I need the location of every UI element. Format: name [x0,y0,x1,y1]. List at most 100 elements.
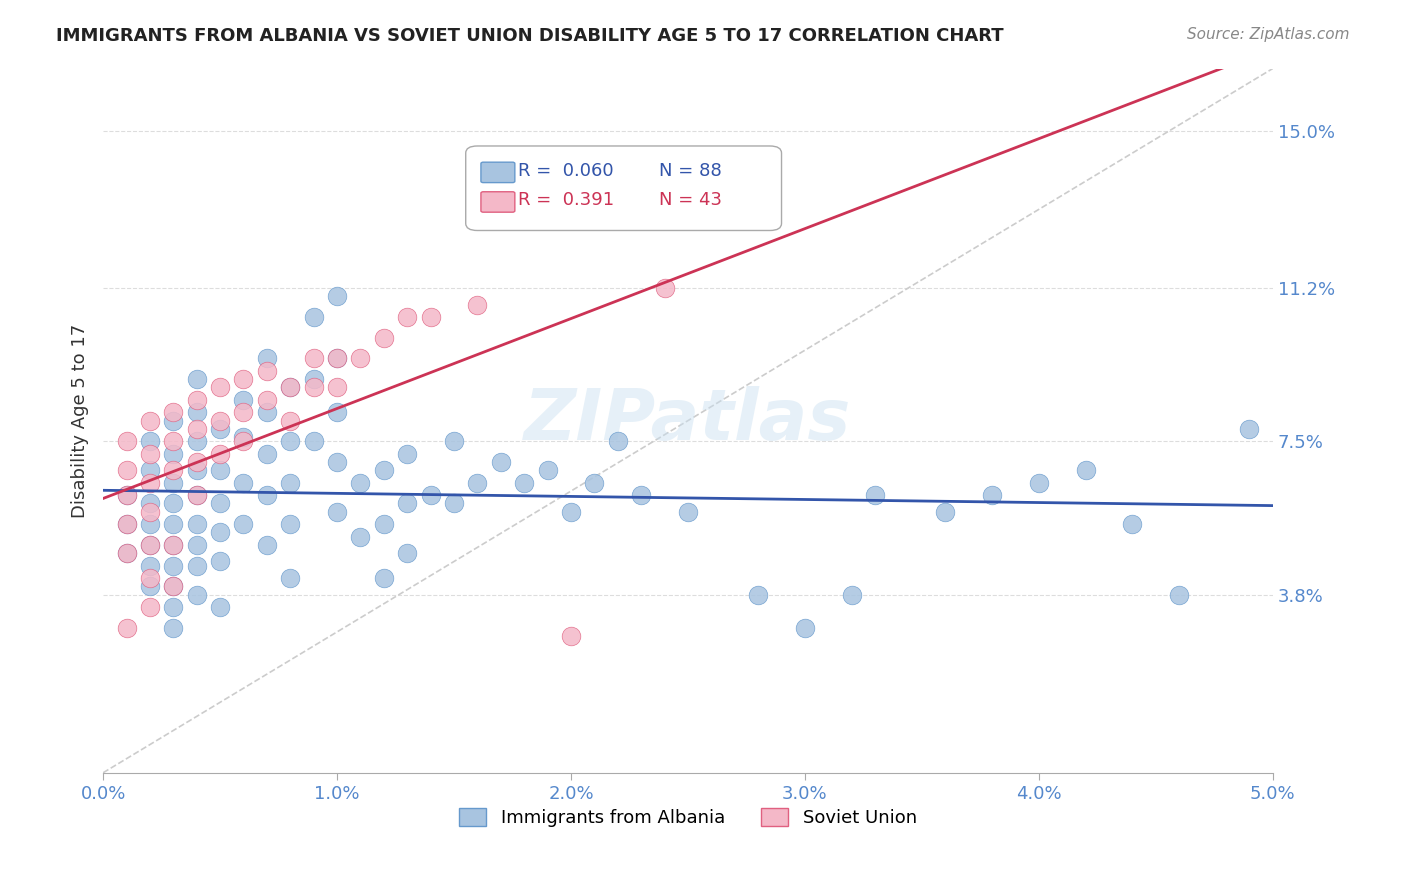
Immigrants from Albania [162,600,184,615]
Soviet Union [232,405,254,419]
Text: ZIPatlas: ZIPatlas [524,386,852,455]
Immigrants from Albania [209,496,232,510]
Immigrants from Albania [186,517,208,532]
Immigrants from Albania [349,530,371,544]
Text: R =  0.391: R = 0.391 [519,191,614,209]
Text: IMMIGRANTS FROM ALBANIA VS SOVIET UNION DISABILITY AGE 5 TO 17 CORRELATION CHART: IMMIGRANTS FROM ALBANIA VS SOVIET UNION … [56,27,1004,45]
Immigrants from Albania [606,434,628,449]
Text: Source: ZipAtlas.com: Source: ZipAtlas.com [1187,27,1350,42]
Immigrants from Albania [186,434,208,449]
Immigrants from Albania [841,588,863,602]
Soviet Union [186,488,208,502]
Immigrants from Albania [162,475,184,490]
Immigrants from Albania [396,447,419,461]
Soviet Union [373,331,395,345]
Soviet Union [302,351,325,366]
Immigrants from Albania [186,588,208,602]
Immigrants from Albania [1239,422,1261,436]
Soviet Union [162,434,184,449]
Soviet Union [278,414,301,428]
Immigrants from Albania [256,447,278,461]
Immigrants from Albania [536,463,558,477]
Immigrants from Albania [513,475,536,490]
Soviet Union [139,447,162,461]
Immigrants from Albania [186,405,208,419]
Immigrants from Albania [139,558,162,573]
Immigrants from Albania [232,475,254,490]
Soviet Union [209,447,232,461]
Soviet Union [162,463,184,477]
Immigrants from Albania [981,488,1004,502]
Immigrants from Albania [139,496,162,510]
Immigrants from Albania [256,405,278,419]
Soviet Union [560,629,582,643]
Soviet Union [326,351,349,366]
Immigrants from Albania [139,538,162,552]
Immigrants from Albania [162,579,184,593]
Immigrants from Albania [630,488,652,502]
Immigrants from Albania [278,380,301,394]
Immigrants from Albania [489,455,512,469]
Immigrants from Albania [349,475,371,490]
Immigrants from Albania [373,571,395,585]
Soviet Union [162,579,184,593]
Immigrants from Albania [162,447,184,461]
Soviet Union [186,422,208,436]
Soviet Union [419,310,441,324]
Text: N = 88: N = 88 [658,162,721,180]
Immigrants from Albania [232,430,254,444]
Immigrants from Albania [162,414,184,428]
Immigrants from Albania [139,463,162,477]
Immigrants from Albania [373,463,395,477]
Soviet Union [256,364,278,378]
Soviet Union [209,414,232,428]
Text: N = 43: N = 43 [658,191,721,209]
Immigrants from Albania [139,579,162,593]
Immigrants from Albania [396,546,419,560]
Soviet Union [256,392,278,407]
Immigrants from Albania [209,463,232,477]
Soviet Union [302,380,325,394]
Immigrants from Albania [209,600,232,615]
Immigrants from Albania [560,505,582,519]
Soviet Union [115,434,138,449]
Immigrants from Albania [162,538,184,552]
Soviet Union [278,380,301,394]
Immigrants from Albania [326,405,349,419]
Immigrants from Albania [302,372,325,386]
Soviet Union [139,600,162,615]
Immigrants from Albania [139,434,162,449]
Soviet Union [209,380,232,394]
Immigrants from Albania [443,434,465,449]
Immigrants from Albania [1168,588,1191,602]
Immigrants from Albania [209,422,232,436]
Immigrants from Albania [209,525,232,540]
Immigrants from Albania [186,558,208,573]
Soviet Union [115,463,138,477]
Soviet Union [186,455,208,469]
Immigrants from Albania [232,517,254,532]
FancyBboxPatch shape [481,162,515,183]
Immigrants from Albania [326,455,349,469]
Text: R =  0.060: R = 0.060 [519,162,614,180]
Immigrants from Albania [256,538,278,552]
Immigrants from Albania [162,621,184,635]
Immigrants from Albania [186,463,208,477]
Soviet Union [232,372,254,386]
Immigrants from Albania [326,505,349,519]
Immigrants from Albania [115,517,138,532]
Immigrants from Albania [326,351,349,366]
Immigrants from Albania [232,392,254,407]
Soviet Union [139,475,162,490]
Soviet Union [162,405,184,419]
Soviet Union [232,434,254,449]
Soviet Union [139,505,162,519]
Soviet Union [186,392,208,407]
Immigrants from Albania [302,434,325,449]
Immigrants from Albania [162,517,184,532]
Soviet Union [115,488,138,502]
Immigrants from Albania [863,488,886,502]
Immigrants from Albania [396,496,419,510]
Immigrants from Albania [186,538,208,552]
Immigrants from Albania [115,546,138,560]
